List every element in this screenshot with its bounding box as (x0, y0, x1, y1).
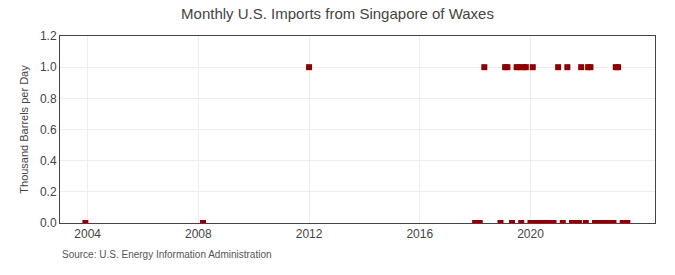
svg-text:Monthly U.S. Imports from Sing: Monthly U.S. Imports from Singapore of W… (181, 5, 494, 22)
svg-text:2012: 2012 (296, 227, 323, 241)
svg-text:Source: U.S. Energy Informatio: Source: U.S. Energy Information Administ… (62, 249, 272, 260)
svg-text:0.8: 0.8 (40, 92, 57, 106)
svg-text:0.0: 0.0 (40, 216, 57, 230)
svg-text:2016: 2016 (406, 227, 433, 241)
svg-text:1.0: 1.0 (40, 60, 57, 74)
svg-text:2008: 2008 (185, 227, 212, 241)
svg-text:2020: 2020 (517, 227, 544, 241)
svg-text:Thousand Barrels per Day: Thousand Barrels per Day (18, 65, 30, 194)
svg-text:0.4: 0.4 (40, 154, 57, 168)
svg-text:2004: 2004 (74, 227, 101, 241)
svg-text:0.6: 0.6 (40, 123, 57, 137)
svg-text:0.2: 0.2 (40, 185, 57, 199)
svg-text:1.2: 1.2 (40, 29, 57, 43)
